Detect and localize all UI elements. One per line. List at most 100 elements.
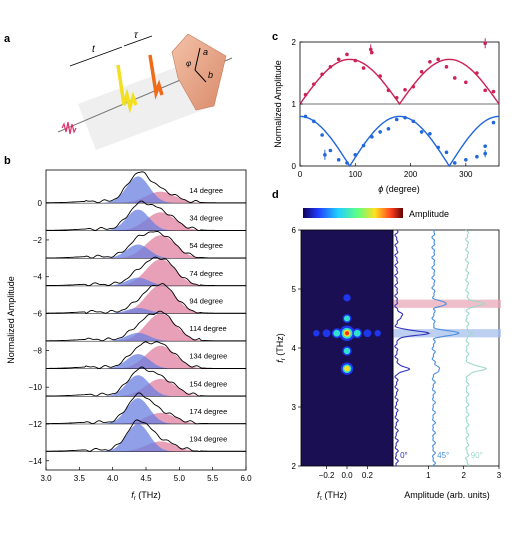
panel-a-label: a	[4, 33, 11, 45]
lineout-label: 45°	[437, 451, 449, 460]
d-lineouts: 0° 45° 90°	[393, 229, 501, 467]
b-ytick-label: −4	[33, 273, 43, 282]
lineout-curve	[394, 229, 431, 466]
blue-peak-area	[46, 244, 246, 259]
trace-label: 34 degree	[189, 214, 223, 223]
c-point-red	[444, 65, 449, 69]
c-point-blue	[361, 143, 366, 148]
d-line-xtick-label: 3	[497, 471, 502, 480]
total-spectrum-line	[46, 419, 246, 452]
axis-a-label: a	[203, 47, 208, 57]
c-xtick-label: 300	[459, 170, 473, 179]
c-point-blue	[403, 115, 407, 120]
c-point-red	[491, 89, 496, 94]
blue-peak-area	[46, 375, 246, 397]
total-spectrum-line	[46, 230, 246, 259]
c-point-red	[386, 88, 391, 93]
pink-peak-area	[46, 259, 246, 286]
trace-label: 194 degree	[189, 434, 227, 443]
pink-peak-area	[46, 285, 246, 314]
d-heatmap	[313, 294, 381, 375]
c-point-red	[483, 88, 487, 93]
d-line-xlabel: Amplitude (arb. units)	[404, 490, 490, 500]
c-point-red	[320, 72, 324, 77]
c-ytick-label: 2	[292, 38, 297, 47]
c-point-red	[312, 82, 316, 86]
c-fit-red	[299, 58, 500, 106]
heatmap-spot-mid	[333, 329, 341, 337]
blue-peak-area	[46, 308, 246, 314]
d-heat-xtick-label: −0.2	[319, 471, 335, 480]
colorbar	[303, 208, 403, 218]
b-ylabel: Normalized Amplitude	[6, 276, 16, 364]
lineout-label: 90°	[471, 451, 483, 460]
c-point-red	[378, 74, 382, 78]
c-point-red	[411, 84, 416, 89]
t-bracket	[69, 46, 123, 67]
trace-label: 94 degree	[189, 296, 223, 305]
c-xtick-label: 0	[298, 170, 303, 179]
total-spectrum-line	[46, 341, 246, 369]
c-xtick-label: 200	[404, 170, 418, 179]
b-axes: 3.0 3.5 4.0 4.5 5.0 5.5 6.0 0 −2 −4 −6 −8 −10 −12 −14	[28, 199, 252, 483]
total-spectrum-line	[46, 283, 246, 314]
c-point-red	[336, 57, 341, 62]
blue-peak-area	[46, 332, 246, 342]
blue-peak-area	[46, 354, 246, 369]
b-traces: 14 degree 34 degree 54 degree 74 degree 94 d…	[45, 171, 246, 452]
b-xtick-label: 4.5	[140, 474, 152, 483]
t-label: t	[92, 44, 96, 55]
d-ytick-label: 5	[292, 285, 297, 294]
heatmap-spot-outer	[363, 329, 372, 338]
lineout-label: 0°	[400, 451, 408, 460]
blue-peak-area	[46, 176, 246, 204]
total-spectrum-line	[46, 310, 246, 342]
d-ytick-label: 6	[292, 226, 297, 235]
c-plot: 0 100 200 300 0 1 2	[292, 38, 500, 179]
c-point-blue	[428, 131, 432, 136]
axis-b-label: b	[208, 70, 213, 80]
c-point-blue	[483, 144, 487, 148]
d-ylabel: fr (THz)	[275, 333, 287, 363]
c-point-blue	[491, 120, 496, 125]
panel-c-label: c	[272, 31, 278, 43]
crystal	[171, 33, 227, 111]
total-spectrum-line	[46, 366, 246, 397]
c-point-blue	[419, 130, 424, 134]
c-point-blue	[464, 158, 468, 162]
d-line-xtick-label: 1	[426, 471, 431, 480]
c-point-red	[361, 66, 366, 70]
b-xtick-label: 5.5	[207, 474, 219, 483]
b-ytick-label: −2	[33, 236, 43, 245]
c-xlabel: ϕ (degree)	[378, 184, 420, 194]
d-ytick-label: 2	[292, 462, 297, 471]
heatmap-spot-inner	[344, 365, 350, 372]
c-point-blue	[452, 161, 457, 165]
total-spectrum-line	[46, 200, 246, 232]
d-axes: 2 3 4 5 6 −0.2 0.0 0.2 1 2 3	[292, 226, 502, 480]
c-point-blue	[353, 153, 358, 157]
d-ytick-label: 4	[292, 344, 297, 353]
b-ytick-label: −14	[28, 457, 42, 466]
c-point-red	[403, 87, 407, 92]
c-error-point	[483, 151, 487, 156]
blue-peak-area	[46, 209, 246, 231]
b-ytick-label: 0	[38, 199, 43, 208]
d-ytick-label: 3	[292, 403, 297, 412]
heatmap-spot-mid	[353, 329, 361, 337]
c-point-red	[436, 57, 440, 62]
b-xtick-label: 4.0	[107, 474, 119, 483]
c-error-point	[483, 41, 487, 46]
c-xtick-label: 100	[349, 170, 363, 179]
panel-d-label: d	[272, 189, 279, 201]
b-xlabel: fr (THz)	[131, 490, 161, 502]
c-point-blue	[444, 150, 449, 155]
c-point-red	[328, 65, 333, 69]
trace-label: 114 degree	[189, 324, 226, 333]
c-point-blue	[411, 119, 416, 124]
c-ytick-label: 1	[292, 100, 297, 109]
lineout-curve	[464, 229, 488, 467]
c-point-blue	[303, 114, 308, 119]
lineout-frame	[392, 229, 500, 467]
